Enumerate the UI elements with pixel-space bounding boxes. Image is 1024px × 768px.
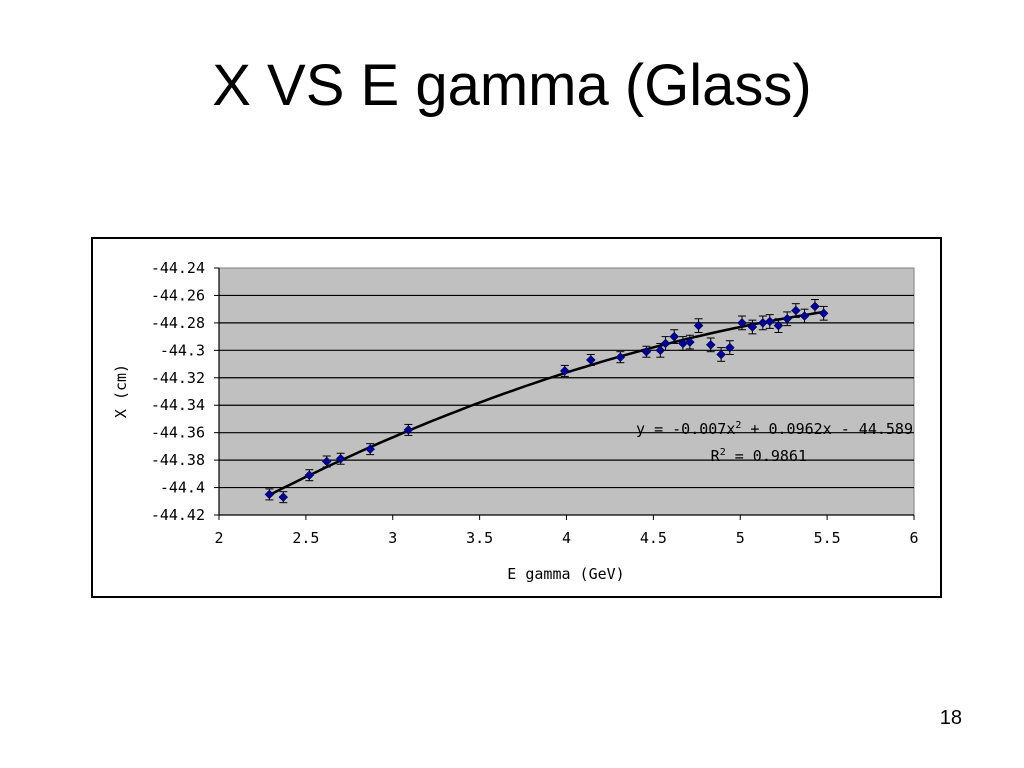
x-tick-label: 4	[562, 529, 571, 547]
y-tick-label: -44.4	[160, 479, 205, 497]
tick-labels: -44.24 -44.26 -44.28 -44.3 -44.32 -44.34 -44.3…	[151, 259, 919, 547]
data-point	[790, 303, 801, 318]
y-tick-label: -44.3	[160, 341, 205, 359]
data-point	[737, 315, 747, 331]
data-point	[764, 314, 775, 329]
x-tick-label: 5	[736, 529, 745, 547]
data-point	[403, 423, 414, 436]
x-tick-label: 4.5	[640, 529, 667, 547]
data-point	[321, 455, 332, 468]
slide-title: X VS E gamma (Glass)	[212, 53, 812, 118]
plot-area	[218, 267, 915, 516]
chart-frame: -44.24 -44.26 -44.28 -44.3 -44.32 -44.34 -44.3…	[91, 237, 942, 598]
trendline	[268, 310, 824, 497]
diamond-marker	[335, 453, 346, 464]
diamond-marker	[615, 352, 626, 363]
data-point	[655, 342, 666, 358]
y-axis-label: X (cm)	[112, 364, 130, 418]
data-point	[559, 364, 570, 377]
data-point	[747, 319, 758, 335]
diamond-marker	[669, 331, 680, 342]
data-point	[365, 443, 376, 456]
x-tick-label: 2	[214, 529, 223, 547]
trendline-group	[268, 310, 824, 497]
y-tick-label: -44.34	[151, 396, 205, 414]
data-point	[799, 308, 810, 324]
data-point	[335, 452, 346, 465]
diamond-marker	[264, 489, 275, 500]
diamond-marker	[716, 349, 726, 360]
data-point	[818, 305, 829, 321]
data-point	[782, 311, 793, 327]
data-point	[585, 353, 596, 366]
y-tick-label: -44.24	[151, 259, 205, 277]
diamond-marker	[655, 345, 666, 356]
diamond-marker	[660, 338, 671, 349]
y-tick-label: -44.42	[151, 506, 205, 524]
diamond-marker	[790, 305, 801, 316]
axes	[214, 267, 915, 520]
y-tick-label: -44.28	[151, 314, 205, 332]
x-tick-label: 3.5	[466, 529, 493, 547]
data-point	[773, 318, 784, 333]
diamond-marker	[818, 308, 829, 319]
diamond-marker	[304, 470, 315, 481]
diamond-marker	[693, 320, 704, 331]
data-point	[685, 334, 695, 350]
data-point	[724, 340, 735, 355]
x-tick-label: 5.5	[814, 529, 841, 547]
data-point	[669, 329, 680, 344]
diamond-marker	[403, 425, 414, 435]
chart: -44.24 -44.26 -44.28 -44.3 -44.32 -44.34 -44.3…	[112, 259, 919, 583]
data-point	[705, 337, 716, 353]
y-tick-label: -44.26	[151, 286, 205, 304]
data-point	[693, 318, 704, 333]
data-point	[304, 469, 315, 482]
diamond-marker	[737, 318, 747, 328]
diamond-marker	[685, 337, 695, 347]
diamond-marker	[641, 346, 652, 357]
x-tick-label: 3	[388, 529, 397, 547]
data-point	[716, 347, 726, 362]
diamond-marker	[365, 444, 376, 454]
data-point	[660, 336, 671, 351]
data-point	[678, 336, 688, 351]
diamond-marker	[278, 492, 289, 503]
diamond-marker	[321, 456, 332, 467]
diamond-marker	[810, 301, 820, 312]
data-point	[810, 299, 820, 314]
data-point	[757, 315, 768, 331]
x-tick-label: 2.5	[292, 529, 319, 547]
diamond-marker	[705, 339, 716, 350]
data-point	[278, 491, 289, 504]
data-point	[615, 351, 626, 364]
slide-number: 18	[939, 707, 962, 729]
diamond-marker	[724, 342, 735, 353]
diamond-marker	[585, 355, 596, 365]
diamond-marker	[747, 322, 758, 332]
diamond-marker	[799, 311, 810, 321]
data-point	[264, 488, 275, 501]
trendline-equation: y = -0.007x2 + 0.0962x - 44.589	[636, 420, 913, 438]
gridlines	[219, 294, 914, 489]
diamond-marker	[782, 313, 793, 324]
x-axis-label: E gamma (GeV)	[507, 565, 624, 583]
diamond-marker	[764, 316, 775, 327]
diamond-marker	[773, 320, 784, 331]
y-tick-label: -44.36	[151, 424, 205, 442]
y-tick-label: -44.32	[151, 369, 205, 387]
x-tick-label: 6	[909, 529, 918, 547]
diamond-marker	[559, 366, 570, 376]
r-squared-label: R2 = 0.9861	[711, 447, 807, 465]
data-point	[641, 345, 652, 358]
data-points	[264, 299, 829, 504]
y-tick-label: -44.38	[151, 451, 205, 469]
